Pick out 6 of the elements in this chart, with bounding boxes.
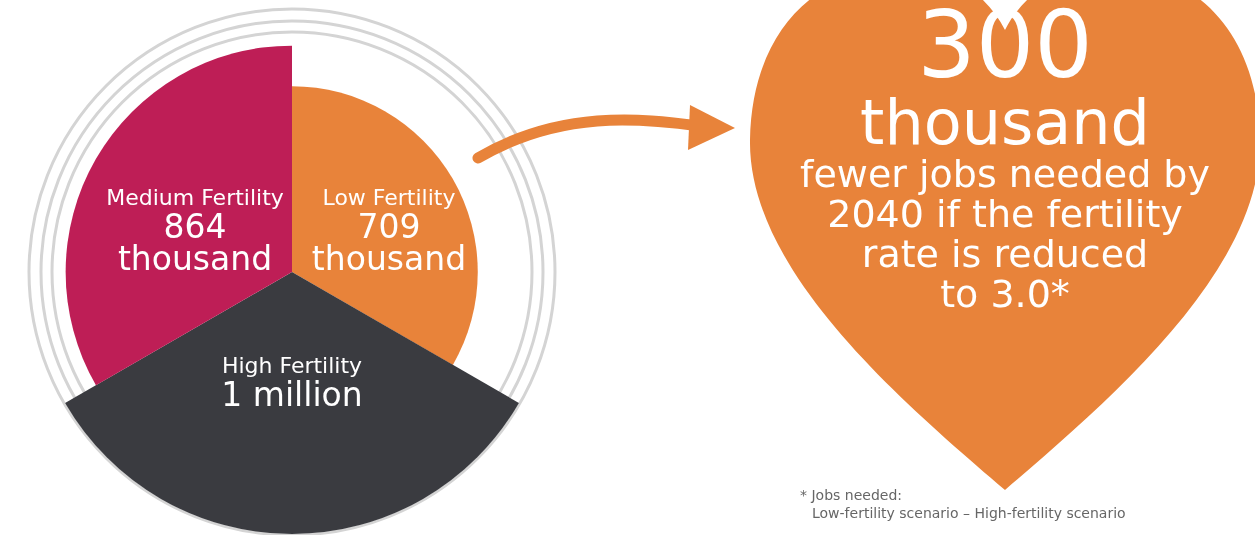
category-label: Medium Fertility: [106, 185, 284, 210]
category-label: High Fertility: [221, 353, 363, 378]
category-label: Low Fertility: [322, 185, 456, 210]
text: * Jobs needed: Low-fertility scenario – High-fertility scenario: [800, 486, 1126, 522]
text: 300 thousand fewer jobs needed by 2040 if the fertility rate is reduced to 3.0*: [799, 0, 1211, 316]
data-label: 864 thousand: [117, 207, 273, 278]
